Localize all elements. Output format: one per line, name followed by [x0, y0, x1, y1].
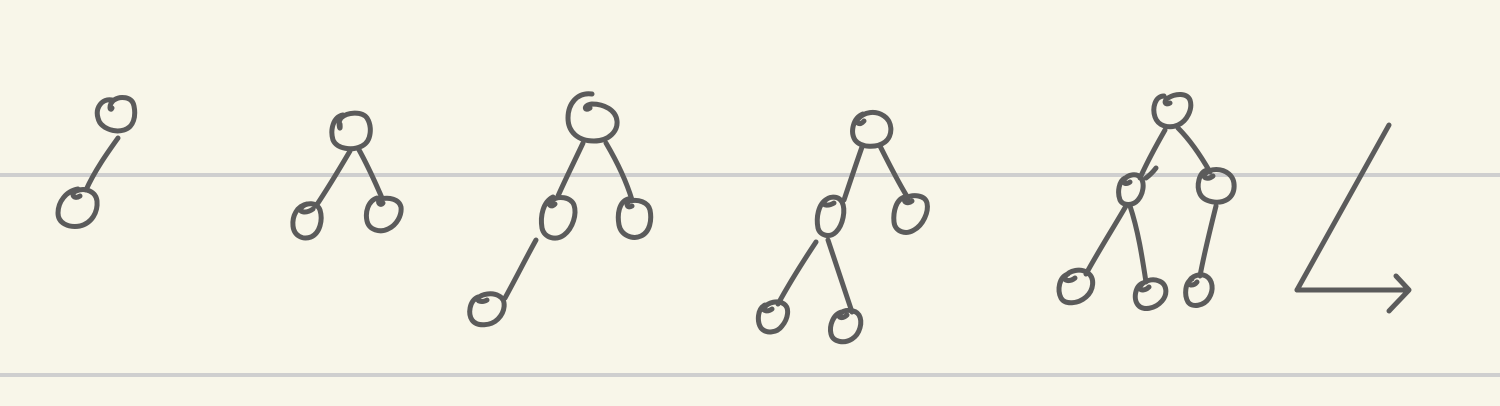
- tree-4-right-node: [891, 193, 930, 235]
- tree-1: [55, 95, 138, 229]
- tree-5-root-node: [1151, 92, 1194, 130]
- tree-2: [290, 110, 404, 241]
- tree-2-left-node: [290, 201, 324, 241]
- tree-3-edge-left-left: [502, 237, 539, 301]
- tree-5-edge-right-left: [1197, 203, 1219, 279]
- angle-arrow-head: [1386, 273, 1412, 314]
- tree-5-edge-left-left: [1083, 203, 1129, 277]
- tree-4-edge-root-right: [877, 143, 911, 201]
- tree-1-left-node: [55, 186, 100, 229]
- tree-3-edge-root-left: [555, 140, 586, 199]
- tree-3-left-node: [538, 194, 578, 241]
- tree-5-right-left-node: [1183, 272, 1215, 308]
- tree-3-right-node: [615, 196, 654, 240]
- tree-4-edge-left-left: [775, 239, 819, 307]
- tree-5-right-node: [1195, 167, 1237, 205]
- tree-5: [1056, 92, 1237, 311]
- tree-4-edge-left-right: [825, 237, 855, 315]
- angle-arrow-icon: [1294, 122, 1412, 314]
- tree-2-edge-root-right: [355, 145, 385, 201]
- tree-3-edge-root-right: [603, 140, 635, 203]
- tree-5-left-node-tick: [1143, 165, 1159, 181]
- tree-3-root-node: [565, 91, 620, 144]
- tree-1-edge-root-left: [83, 135, 121, 193]
- tree-5-left-right-node: [1132, 277, 1169, 311]
- tree-4-left-right-node: [828, 307, 864, 345]
- ruled-lines: [0, 173, 1500, 377]
- tree-4-left-left-node: [755, 299, 791, 335]
- tree-3-left-left-node: [467, 291, 507, 328]
- tree-4-edge-root-left: [841, 144, 865, 203]
- tree-4: [755, 109, 930, 345]
- tree-5-edge-left-right: [1127, 203, 1149, 285]
- angle-arrow-diagonal: [1294, 122, 1392, 293]
- tree-3: [467, 91, 654, 328]
- tree-5-left-node: [1116, 172, 1146, 207]
- tree-2-root-node: [329, 110, 373, 152]
- tree-5-left-left-node: [1056, 267, 1096, 306]
- tree-5-edge-root-left: [1137, 127, 1168, 181]
- tree-1-root-node: [94, 95, 138, 134]
- tree-2-edge-root-left: [313, 148, 353, 209]
- tree-2-right-node: [363, 195, 404, 234]
- tree-4-left-node: [814, 194, 847, 238]
- tree-4-root-node: [850, 109, 894, 149]
